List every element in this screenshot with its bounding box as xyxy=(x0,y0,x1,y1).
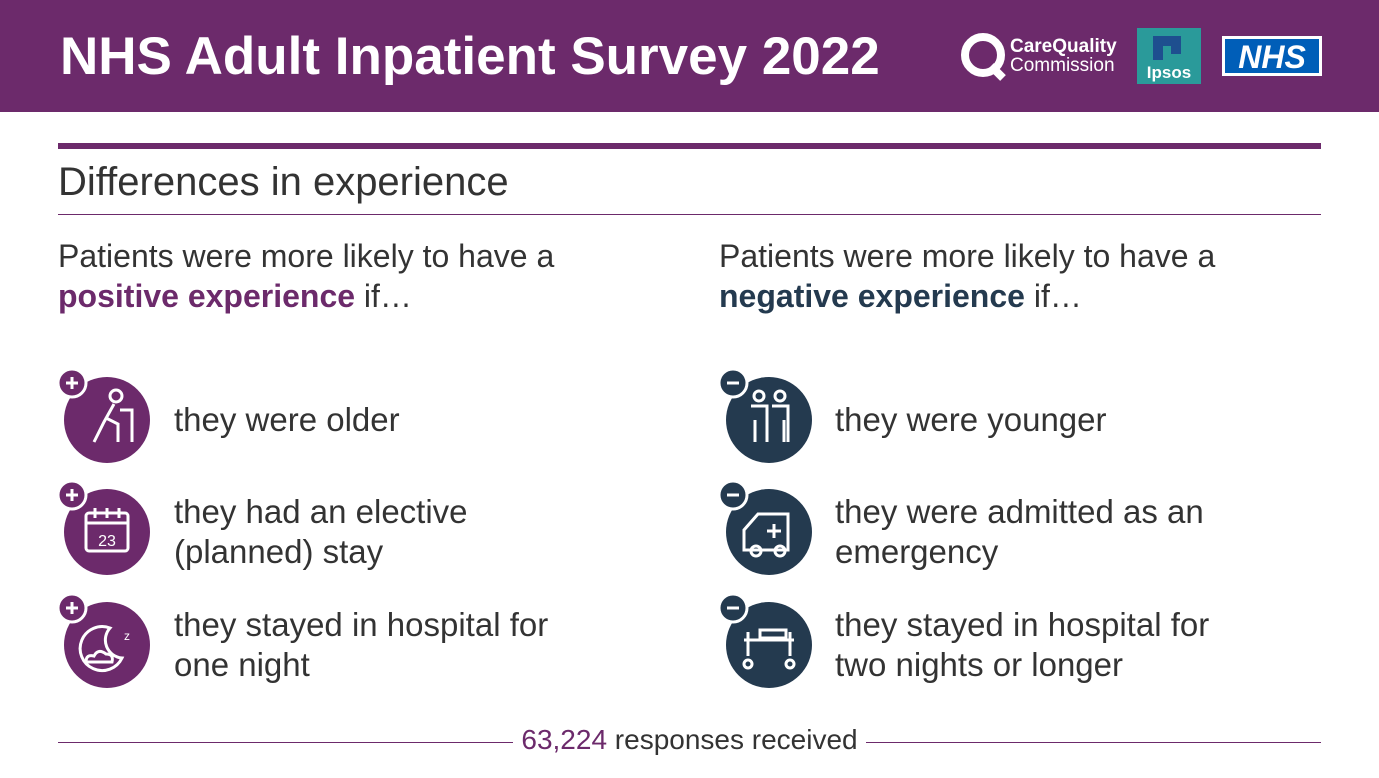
negative-icons xyxy=(717,367,812,688)
emphasis: positive experience xyxy=(58,278,356,314)
svg-text:23: 23 xyxy=(98,533,116,550)
logo-text: CareQuality xyxy=(1010,36,1117,57)
intro-text: Patients were more likely to have a xyxy=(719,238,1216,274)
item: they were younger xyxy=(835,401,1107,438)
response-count: 63,224 xyxy=(521,724,608,755)
logo-text: Commission xyxy=(1010,55,1115,76)
plus-signs: 23 z xyxy=(66,377,134,672)
item: they had an elective (planned) stay xyxy=(174,493,468,570)
ipsos-logo xyxy=(1153,36,1181,60)
item: they were older xyxy=(174,401,400,438)
divider xyxy=(58,214,1321,215)
intro: Patients were more likely to have a nega… xyxy=(719,236,1319,316)
cqc-logo xyxy=(961,33,1005,77)
intro-suffix: if… xyxy=(363,278,412,314)
intro: Patients were more likely to have a posi… xyxy=(58,236,658,316)
page-title: NHS Adult Inpatient Survey 2022 xyxy=(60,27,880,86)
minus-signs xyxy=(727,381,796,670)
cqc-logo xyxy=(988,63,1006,81)
logo-text: NHS xyxy=(1238,39,1306,75)
footer-text: responses received xyxy=(614,724,858,755)
divider xyxy=(58,143,1321,149)
intro-text: Patients were more likely to have a xyxy=(58,238,555,274)
emphasis: negative experience xyxy=(719,278,1025,314)
positive-icons xyxy=(56,367,150,688)
logo-text: Ipsos xyxy=(1147,63,1191,82)
section-title: Differences in experience xyxy=(58,160,509,204)
intro-suffix: if… xyxy=(1033,278,1082,314)
logos: CareQuality Commission Ipsos NHS xyxy=(961,28,1322,84)
svg-text:z: z xyxy=(124,629,130,643)
item: they stayed in hospital for one night xyxy=(174,606,549,683)
item: they stayed in hospital for two nights o… xyxy=(835,606,1210,683)
footer: 63,224 responses received xyxy=(0,724,1379,756)
item: they were admitted as an emergency xyxy=(835,493,1204,570)
nhs-logo xyxy=(1225,39,1319,73)
